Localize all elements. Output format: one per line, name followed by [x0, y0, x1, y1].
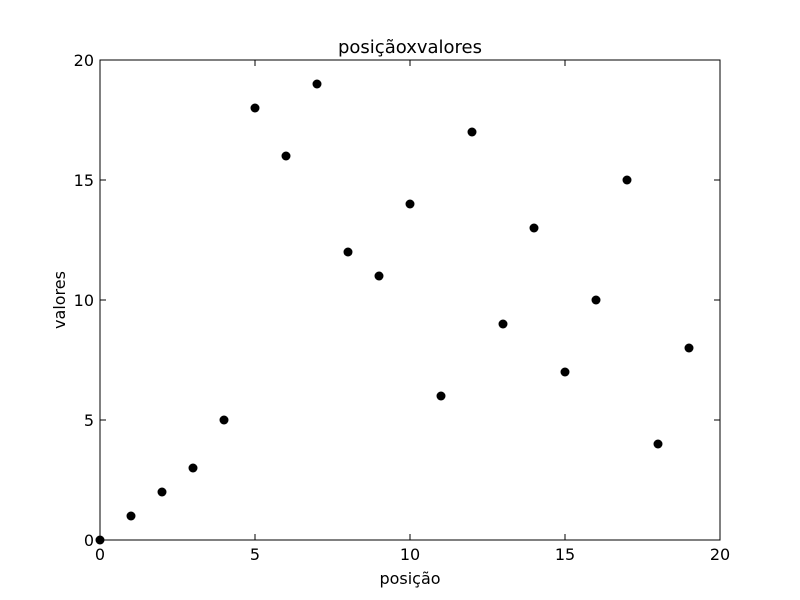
data-point — [250, 103, 260, 113]
y-tick-label: 15 — [74, 171, 94, 190]
data-point — [219, 415, 229, 425]
data-point — [622, 175, 632, 185]
x-tick-label: 5 — [250, 545, 260, 564]
data-point — [281, 151, 291, 161]
data-point — [312, 79, 322, 89]
data-point — [405, 199, 415, 209]
data-point — [343, 247, 353, 257]
axis-ticks: 0 5 10 15 20 0 5 10 15 20 — [74, 51, 731, 564]
data-point — [157, 487, 167, 497]
data-point — [467, 127, 477, 137]
x-tick-label: 15 — [555, 545, 575, 564]
y-tick-label: 0 — [84, 531, 94, 550]
data-points — [95, 79, 694, 545]
x-tick-label: 10 — [400, 545, 420, 564]
plot-frame — [99, 59, 721, 541]
y-tick-label: 5 — [84, 411, 94, 430]
data-point — [126, 511, 136, 521]
x-tick-label: 0 — [95, 545, 105, 564]
y-tick-label: 10 — [74, 291, 94, 310]
data-point — [374, 271, 384, 281]
y-axis-label: valores — [50, 271, 69, 329]
data-point — [560, 367, 570, 377]
chart-title: posiçãoxvalores — [338, 37, 482, 58]
x-axis-label: posição — [379, 569, 440, 588]
data-point — [436, 391, 446, 401]
data-point — [653, 439, 663, 449]
data-point — [188, 463, 198, 473]
data-point — [529, 223, 539, 233]
data-point — [591, 295, 601, 305]
data-point — [498, 319, 508, 329]
y-tick-label: 20 — [74, 51, 94, 70]
x-tick-label: 20 — [710, 545, 730, 564]
data-point — [684, 343, 694, 353]
